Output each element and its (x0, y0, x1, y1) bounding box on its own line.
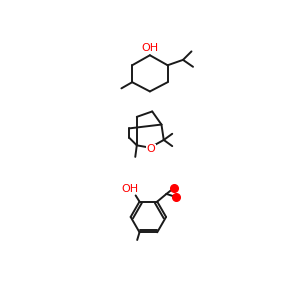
Text: OH: OH (122, 184, 139, 194)
Text: O: O (146, 144, 155, 154)
Text: OH: OH (141, 43, 158, 52)
